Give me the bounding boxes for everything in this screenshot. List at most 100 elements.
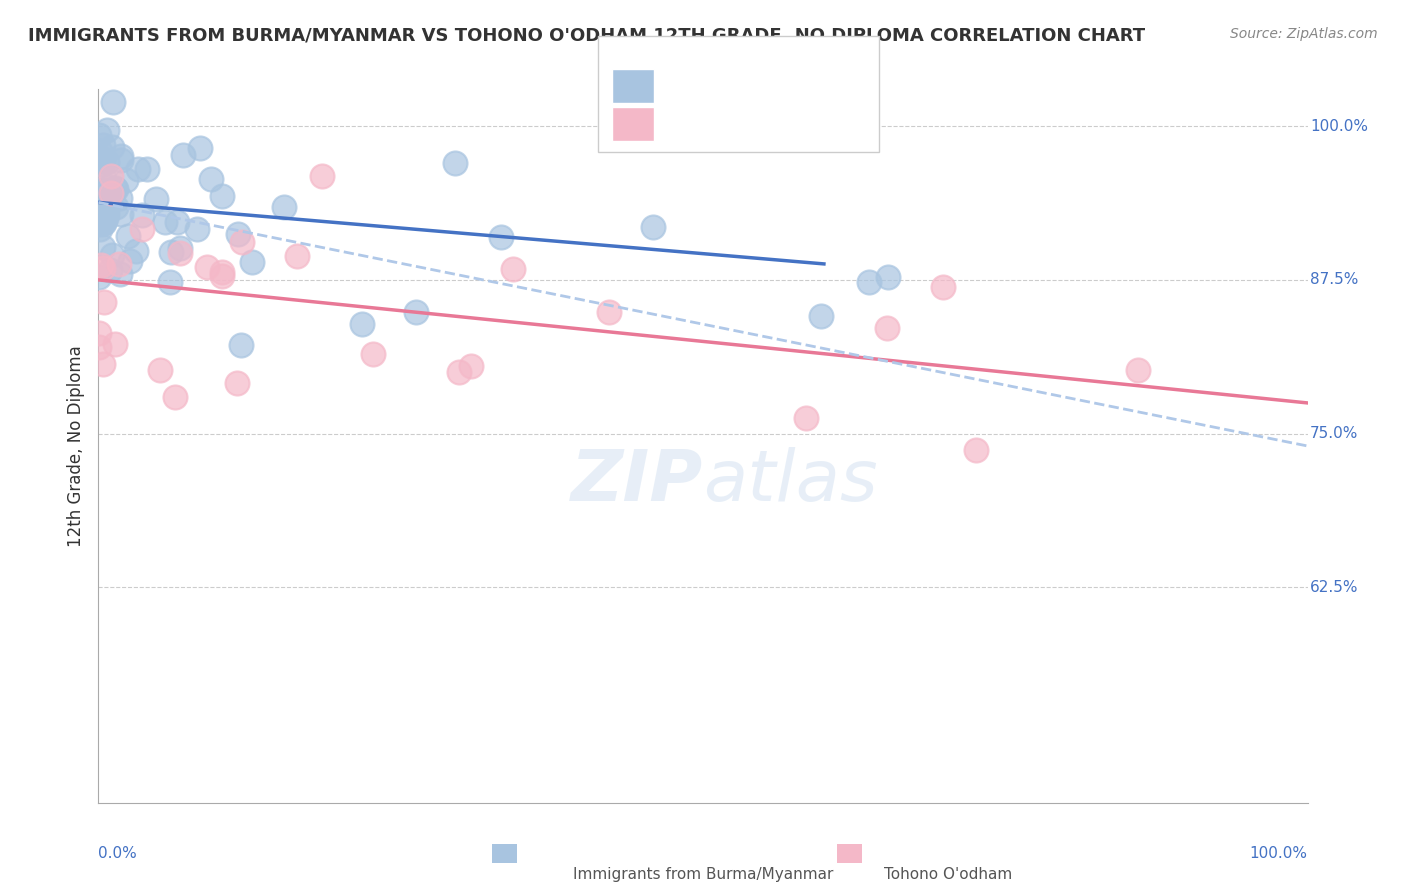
Point — [361, 347, 384, 361]
Point — [89, 326, 111, 340]
Point — [117, 228, 139, 243]
Point — [98, 262, 121, 277]
Text: R =   -0.115    N = 31: R = -0.115 N = 31 — [661, 112, 839, 129]
Point — [89, 222, 111, 236]
Point — [93, 260, 115, 275]
Point — [96, 200, 118, 214]
Point — [159, 275, 181, 289]
Point — [91, 240, 114, 254]
Point — [110, 149, 132, 163]
Point — [100, 186, 122, 200]
Text: 87.5%: 87.5% — [1310, 272, 1358, 287]
Point — [226, 227, 249, 241]
Point — [166, 214, 188, 228]
Point — [169, 241, 191, 255]
Text: 75.0%: 75.0% — [1310, 426, 1358, 442]
Point — [149, 363, 172, 377]
Point — [96, 206, 118, 220]
Point — [115, 173, 138, 187]
Text: ZIP: ZIP — [571, 447, 703, 516]
Point — [794, 410, 817, 425]
Point — [91, 167, 114, 181]
Y-axis label: 12th Grade, No Diploma: 12th Grade, No Diploma — [66, 345, 84, 547]
Text: 62.5%: 62.5% — [1310, 580, 1358, 595]
Point — [285, 249, 308, 263]
Point — [491, 230, 513, 244]
Point — [91, 137, 114, 152]
Point — [195, 260, 218, 275]
Point — [273, 201, 295, 215]
Point — [93, 215, 115, 229]
Point — [124, 244, 146, 258]
Text: 100.0%: 100.0% — [1310, 119, 1368, 134]
Point — [136, 162, 159, 177]
Point — [90, 217, 112, 231]
Point — [876, 321, 898, 335]
Point — [91, 194, 114, 209]
Point — [172, 148, 194, 162]
Point — [211, 268, 233, 283]
Text: atlas: atlas — [703, 447, 877, 516]
Point — [810, 309, 832, 323]
Point — [211, 189, 233, 203]
Point — [131, 222, 153, 236]
Point — [127, 162, 149, 177]
Point — [93, 357, 115, 371]
Point — [131, 208, 153, 222]
Point — [240, 254, 263, 268]
Point — [932, 280, 955, 294]
Point — [169, 246, 191, 260]
Point — [229, 338, 252, 352]
Point — [502, 261, 524, 276]
Point — [858, 275, 880, 289]
Point — [110, 153, 132, 167]
Point — [153, 215, 176, 229]
Point — [104, 336, 127, 351]
Point — [90, 183, 112, 197]
Point — [447, 365, 470, 379]
Point — [120, 253, 142, 268]
Point — [598, 305, 620, 319]
Point — [87, 269, 110, 284]
Point — [460, 359, 482, 374]
Point — [96, 155, 118, 169]
Point — [91, 152, 114, 166]
Text: R =  -0.084    N = 63: R = -0.084 N = 63 — [661, 73, 834, 91]
Text: 0.0%: 0.0% — [98, 846, 138, 861]
Point — [231, 235, 253, 249]
Text: Source: ZipAtlas.com: Source: ZipAtlas.com — [1230, 27, 1378, 41]
Point — [108, 267, 131, 281]
Point — [101, 139, 124, 153]
Point — [104, 200, 127, 214]
Point — [350, 317, 373, 331]
Point — [160, 244, 183, 259]
Point — [87, 340, 110, 354]
Point — [89, 152, 111, 166]
Point — [93, 216, 115, 230]
Text: Immigrants from Burma/Myanmar: Immigrants from Burma/Myanmar — [572, 867, 834, 882]
Point — [200, 171, 222, 186]
Point — [91, 156, 114, 170]
Point — [226, 376, 249, 391]
Point — [444, 156, 467, 170]
Point — [186, 222, 208, 236]
Point — [93, 295, 115, 310]
Point — [104, 181, 127, 195]
Point — [100, 169, 122, 184]
Point — [405, 304, 427, 318]
Point — [98, 179, 121, 194]
Point — [90, 258, 112, 272]
Point — [110, 207, 132, 221]
Point — [211, 265, 233, 279]
Point — [89, 128, 111, 142]
Point — [96, 122, 118, 136]
Point — [188, 141, 211, 155]
Text: Tohono O'odham: Tohono O'odham — [884, 867, 1012, 882]
Point — [877, 270, 900, 285]
Point — [311, 169, 333, 184]
Point — [110, 191, 132, 205]
Point — [101, 247, 124, 261]
Point — [643, 219, 665, 234]
Point — [1128, 363, 1150, 377]
Text: 100.0%: 100.0% — [1250, 846, 1308, 861]
